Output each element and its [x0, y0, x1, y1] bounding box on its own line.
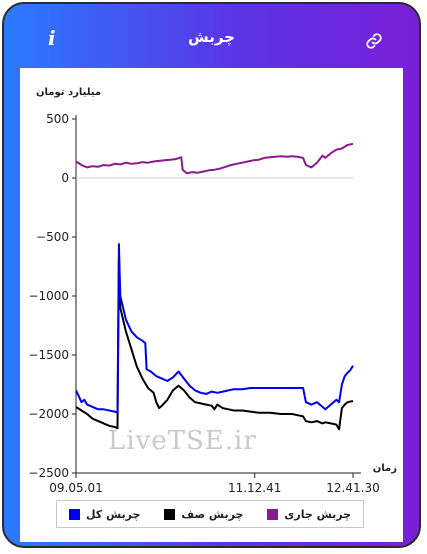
chart-panel: میلیارد تومان 500 0 −500 −1000 −1500 −2000 −250…: [20, 68, 403, 542]
y-tick-label: −1500: [28, 348, 69, 362]
legend-label: چربش صف: [181, 507, 244, 521]
legend-label: چربش کل: [85, 507, 141, 521]
page-title: چربش: [188, 28, 235, 46]
legend-label: چربش جاری: [284, 507, 352, 521]
legend-item[interactable]: چربش جاری: [267, 508, 351, 521]
link-icon[interactable]: [365, 32, 383, 50]
x-tick-label: 11.12.41: [228, 481, 281, 495]
y-axis-label: میلیارد تومان: [36, 87, 101, 98]
series-line-0: [75, 142, 354, 175]
x-tick-label: 09.05.01: [49, 481, 102, 495]
legend-swatch: [267, 508, 279, 520]
y-tick-label: −1000: [28, 289, 69, 303]
legend-swatch: [164, 508, 176, 520]
y-tick-label: −2000: [28, 407, 69, 421]
chart: میلیارد تومان 500 0 −500 −1000 −1500 −2000 −250…: [28, 87, 397, 495]
series-line-2: [75, 243, 354, 414]
watermark-text: LiveTSE.ir: [108, 426, 257, 456]
legend-item[interactable]: چربش کل: [68, 507, 141, 521]
y-tick-label: −2500: [28, 466, 69, 480]
x-axis-label: زمان: [373, 463, 397, 474]
x-tick-label: 12.41.30: [326, 481, 379, 495]
header: i چربش: [4, 4, 419, 68]
legend-swatch: [68, 508, 80, 520]
legend-item[interactable]: چربش صف: [164, 508, 243, 521]
y-tick-label: 500: [46, 112, 69, 126]
y-tick-label: 0: [61, 171, 69, 185]
info-icon[interactable]: i: [48, 26, 56, 50]
app-frame: i چربش میلیارد تومان 500 0 −500 −1000 −1500 −2…: [2, 2, 421, 548]
y-tick-label: −500: [36, 230, 69, 244]
legend: چربش کل چربش صف چربش جاری: [56, 500, 364, 528]
